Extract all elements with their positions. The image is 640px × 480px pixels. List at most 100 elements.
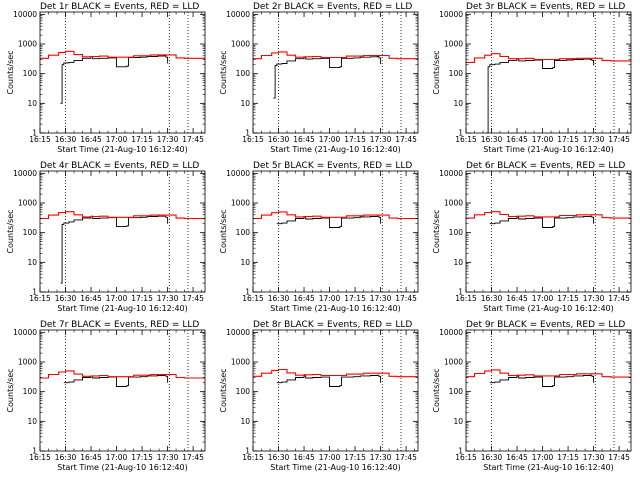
y-tick-label: 100: [449, 387, 464, 396]
x-tick-label: 16:45: [293, 453, 315, 462]
series-line-lld: [253, 368, 418, 378]
panel-det-8: Det 8r BLACK = Events, RED = LLD 1 10 100 10…: [219, 320, 419, 472]
series-line-lld: [40, 211, 205, 220]
plot-frame: [252, 11, 419, 134]
x-tick-label: 17:00: [532, 453, 554, 462]
y-tick-label: 100: [449, 69, 464, 78]
plot-frame: [465, 329, 632, 452]
y-tick-label: 10: [453, 258, 463, 267]
x-axis-label: Start Time (21-Aug-10 16:12:40): [483, 304, 614, 313]
series-line-events: [486, 58, 595, 134]
x-tick-label: 17:00: [319, 294, 341, 303]
y-axis-label: Counts/sec: [432, 368, 441, 412]
x-axis-label: Start Time (21-Aug-10 16:12:40): [483, 463, 614, 472]
y-tick-label: 10: [240, 258, 250, 267]
y-tick-label: 100: [23, 228, 38, 237]
x-tick-label: 16:45: [506, 453, 528, 462]
panel-det-6: Det 6r BLACK = Events, RED = LLD 1 10 100 10…: [432, 161, 632, 313]
y-axis-label: Counts/sec: [219, 50, 228, 94]
y-tick-label: 1: [458, 129, 463, 138]
y-tick-label: 1000: [231, 199, 250, 208]
series-line-lld: [40, 50, 205, 59]
x-tick-label: 17:15: [344, 135, 366, 144]
y-tick-label: 10: [27, 258, 37, 267]
y-tick-label: 10000: [226, 10, 250, 19]
panel-title: Det 1r BLACK = Events, RED = LLD: [40, 2, 199, 12]
panel-title: Det 2r BLACK = Events, RED = LLD: [253, 2, 412, 12]
x-tick-label: 17:45: [608, 453, 630, 462]
y-tick-label: 10: [240, 99, 250, 108]
x-tick-label: 17:00: [319, 135, 341, 144]
x-tick-label: 16:45: [293, 294, 315, 303]
x-tick-label: 17:45: [182, 294, 204, 303]
x-tick-label: 17:45: [608, 294, 630, 303]
series-line-lld: [466, 369, 631, 378]
y-tick-label: 10: [27, 417, 37, 426]
y-tick-label: 1000: [18, 358, 37, 367]
x-tick-label: 16:45: [506, 135, 528, 144]
x-tick-label: 17:30: [370, 294, 392, 303]
y-tick-label: 1: [245, 288, 250, 297]
y-tick-label: 10000: [13, 10, 37, 19]
y-axis-label: Counts/sec: [219, 209, 228, 253]
x-tick-label: 16:45: [80, 294, 102, 303]
y-tick-label: 1000: [444, 199, 463, 208]
x-tick-label: 17:45: [182, 135, 204, 144]
x-tick-label: 16:15: [242, 135, 264, 144]
series-line-events: [276, 215, 382, 228]
x-tick-label: 16:45: [293, 135, 315, 144]
x-tick-label: 16:30: [55, 294, 77, 303]
panel-title: Det 3r BLACK = Events, RED = LLD: [466, 2, 625, 12]
series-line-lld: [466, 53, 631, 63]
y-tick-label: 10000: [13, 169, 37, 178]
x-tick-label: 17:00: [319, 453, 341, 462]
y-axis-label: Counts/sec: [432, 50, 441, 94]
x-tick-label: 17:45: [182, 453, 204, 462]
series-line-lld: [253, 51, 418, 60]
x-tick-label: 16:30: [481, 453, 503, 462]
panel-det-4: Det 4r BLACK = Events, RED = LLD 1 10 100 10…: [6, 161, 206, 313]
x-tick-label: 17:15: [131, 294, 153, 303]
x-tick-label: 16:30: [268, 294, 290, 303]
x-tick-label: 16:30: [481, 135, 503, 144]
y-axis-label: Counts/sec: [6, 50, 15, 94]
panel-title: Det 4r BLACK = Events, RED = LLD: [40, 161, 199, 171]
y-tick-label: 1: [245, 447, 250, 456]
x-tick-label: 17:00: [532, 135, 554, 144]
y-axis-label: Counts/sec: [219, 368, 228, 412]
y-tick-label: 1: [32, 447, 37, 456]
x-tick-label: 17:15: [131, 453, 153, 462]
x-tick-label: 16:45: [80, 135, 102, 144]
x-tick-label: 16:15: [455, 135, 477, 144]
y-tick-label: 10000: [226, 169, 250, 178]
x-axis-label: Start Time (21-Aug-10 16:12:40): [483, 145, 614, 154]
x-tick-label: 17:45: [395, 453, 417, 462]
y-tick-label: 1: [32, 288, 37, 297]
y-tick-label: 10000: [13, 328, 37, 337]
x-tick-label: 16:30: [55, 135, 77, 144]
y-tick-label: 1000: [18, 40, 37, 49]
panel-title: Det 8r BLACK = Events, RED = LLD: [253, 320, 412, 330]
y-tick-label: 10: [27, 99, 37, 108]
x-tick-label: 17:00: [106, 294, 128, 303]
x-tick-label: 16:45: [80, 453, 102, 462]
x-axis-label: Start Time (21-Aug-10 16:12:40): [57, 145, 188, 154]
x-tick-label: 16:15: [242, 453, 264, 462]
series-line-lld: [253, 211, 418, 220]
panel-title: Det 6r BLACK = Events, RED = LLD: [466, 161, 625, 171]
plot-frame: [39, 170, 206, 293]
x-tick-label: 16:15: [29, 294, 51, 303]
x-tick-label: 17:45: [395, 294, 417, 303]
x-tick-label: 17:15: [344, 453, 366, 462]
x-tick-label: 16:30: [268, 135, 290, 144]
panel-title: Det 5r BLACK = Events, RED = LLD: [253, 161, 412, 171]
x-tick-label: 17:30: [583, 453, 605, 462]
y-tick-label: 100: [236, 69, 251, 78]
y-tick-label: 10: [240, 417, 250, 426]
x-tick-label: 16:15: [455, 453, 477, 462]
series-line-events: [489, 215, 595, 228]
y-tick-label: 10000: [226, 328, 250, 337]
y-tick-label: 1: [32, 129, 37, 138]
x-tick-label: 17:45: [608, 135, 630, 144]
